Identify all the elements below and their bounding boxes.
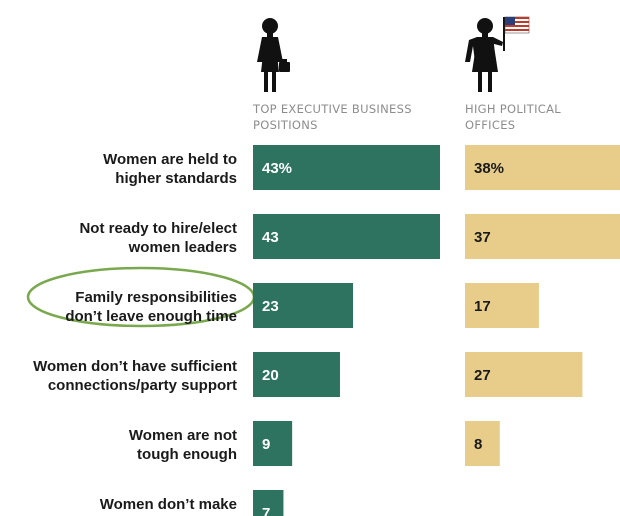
value-label-business: 43% — [262, 160, 292, 177]
col-header-business-line2: POSITIONS — [253, 118, 318, 132]
woman-with-flag-icon — [465, 16, 530, 92]
value-label-political: 8 — [474, 436, 482, 453]
category-label: Women don’t makeas good managers — [100, 496, 237, 516]
value-label-business: 9 — [262, 436, 270, 453]
value-label-political: 17 — [474, 298, 491, 315]
bar-political — [465, 214, 620, 259]
chart-rows: Women are held to higher standards 43% 38% N… — [33, 145, 620, 516]
bar-business — [253, 145, 440, 190]
col-header-political-line1: HIGH POLITICAL — [465, 102, 561, 116]
bar-political — [465, 145, 620, 190]
bar-political — [465, 421, 500, 466]
chart-row: Not ready to hire/elect women leaders 43 37 — [79, 214, 620, 259]
bar-business — [253, 214, 440, 259]
businesswoman-icon — [257, 18, 290, 92]
col-header-political-line2: OFFICES — [465, 118, 515, 132]
value-label-business: 43 — [262, 229, 279, 246]
chart-row: Women don’t makeas good managers 7 — [100, 490, 284, 516]
category-label-line: Women don’t have sufficient — [33, 358, 237, 375]
chart-row: Women are held to higher standards 43% 38% — [103, 145, 620, 190]
category-label-line: Women don’t make — [100, 496, 237, 513]
value-label-political: 27 — [474, 367, 491, 384]
category-label: Women don’t have sufficient connections/p… — [33, 358, 237, 394]
category-label-line: tough enough — [137, 446, 237, 463]
col-header-political: HIGH POLITICAL OFFICES — [465, 102, 565, 132]
col-header-business-line1: TOP EXECUTIVE BUSINESS — [252, 102, 412, 116]
us-flag-icon — [504, 16, 530, 34]
value-label-business: 20 — [262, 367, 279, 384]
chart-row: Women are not tough enough 9 8 — [129, 421, 500, 466]
bar-business — [253, 352, 340, 397]
category-label: Women are not tough enough — [129, 427, 237, 463]
value-label-business: 23 — [262, 298, 279, 315]
value-label-political: 38% — [474, 160, 504, 177]
category-label-line: higher standards — [115, 170, 237, 187]
category-label: Not ready to hire/elect women leaders — [79, 220, 237, 256]
bar-political — [465, 283, 539, 328]
bar-business — [253, 283, 354, 328]
bar-business — [253, 490, 284, 516]
category-label-line: don’t leave enough time — [65, 308, 237, 325]
category-label-line: connections/party support — [48, 377, 237, 394]
value-label-business: 7 — [262, 505, 270, 516]
bar-business — [253, 421, 293, 466]
bar-political — [465, 352, 583, 397]
value-label-political: 37 — [474, 229, 491, 246]
category-label-line: Family responsibilities — [75, 289, 237, 306]
category-label: Family responsibilities don’t leave enoug… — [65, 289, 237, 325]
category-label-line: Women are not — [129, 427, 237, 444]
chart-row: Family responsibilities don’t leave enoug… — [65, 283, 539, 328]
category-label-line: women leaders — [128, 239, 237, 256]
category-label: Women are held to higher standards — [103, 151, 237, 187]
category-label-line: Not ready to hire/elect — [79, 220, 237, 237]
chart-row: Women don’t have sufficient connections/p… — [33, 352, 583, 397]
col-header-business: TOP EXECUTIVE BUSINESS POSITIONS — [252, 102, 416, 132]
category-label-line: Women are held to — [103, 151, 237, 168]
